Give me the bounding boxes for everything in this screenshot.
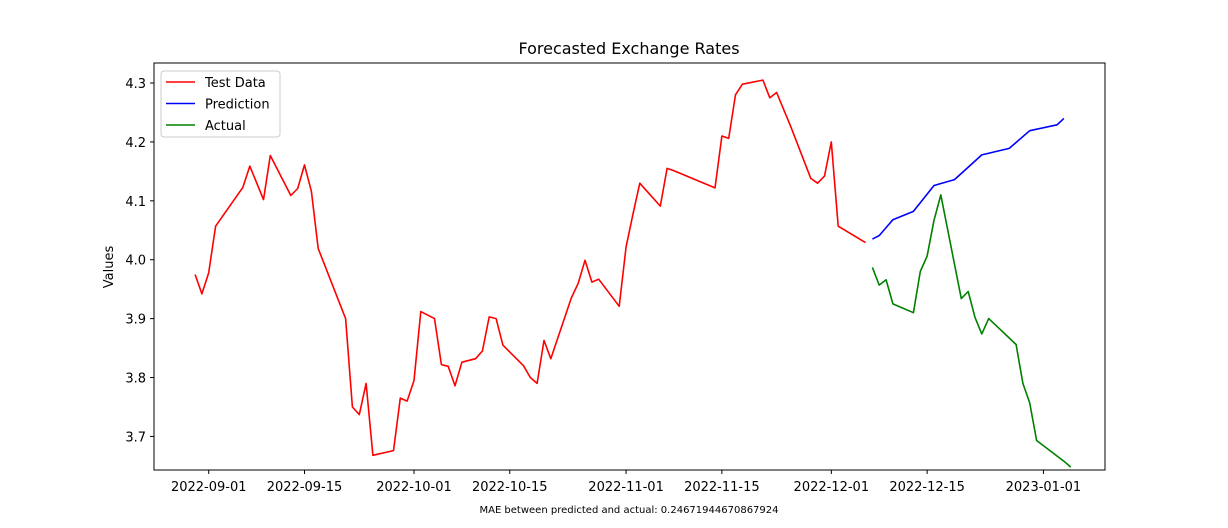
plot-content [194,79,1072,468]
x-tick-label: 2022-12-15 [889,480,965,495]
x-tick-label: 2023-01-01 [1006,480,1082,495]
y-tick-label: 4.0 [125,254,146,269]
plot-frame [153,62,1106,471]
x-tick-label: 2022-11-01 [588,480,664,495]
series-line-test-data [194,79,866,457]
mae-footer-text: MAE between predicted and actual: 0.2467… [479,505,778,516]
axes: 2022-09-01 2022-09-15 2022-10-01 2022-10-15… [125,62,1106,495]
y-tick-label: 4.3 [125,77,146,92]
chart-title: Forecasted Exchange Rates [518,39,739,58]
y-tick-label: 4.2 [125,136,146,151]
y-tick-label: 3.7 [125,430,146,445]
legend-label: Test Data [204,76,266,91]
x-tick-label: 2022-12-01 [794,480,870,495]
x-tick-label: 2022-09-15 [267,480,343,495]
x-tick-label: 2022-11-15 [684,480,760,495]
series-line-actual [871,194,1072,468]
x-tick-label: 2022-10-01 [376,480,452,495]
legend-label: Actual [205,119,246,134]
y-tick-label: 3.9 [125,313,146,328]
legend: Test Data Prediction Actual [160,70,281,138]
legend-label: Prediction [205,98,270,113]
y-tick-label: 4.1 [125,195,146,210]
series-line-prediction [872,117,1065,240]
legend-box [160,70,281,138]
y-axis-label: Values [102,246,117,289]
y-tick-label: 3.8 [125,372,146,387]
x-tick-label: 2022-09-01 [171,480,247,495]
x-tick-label: 2022-10-15 [472,480,548,495]
